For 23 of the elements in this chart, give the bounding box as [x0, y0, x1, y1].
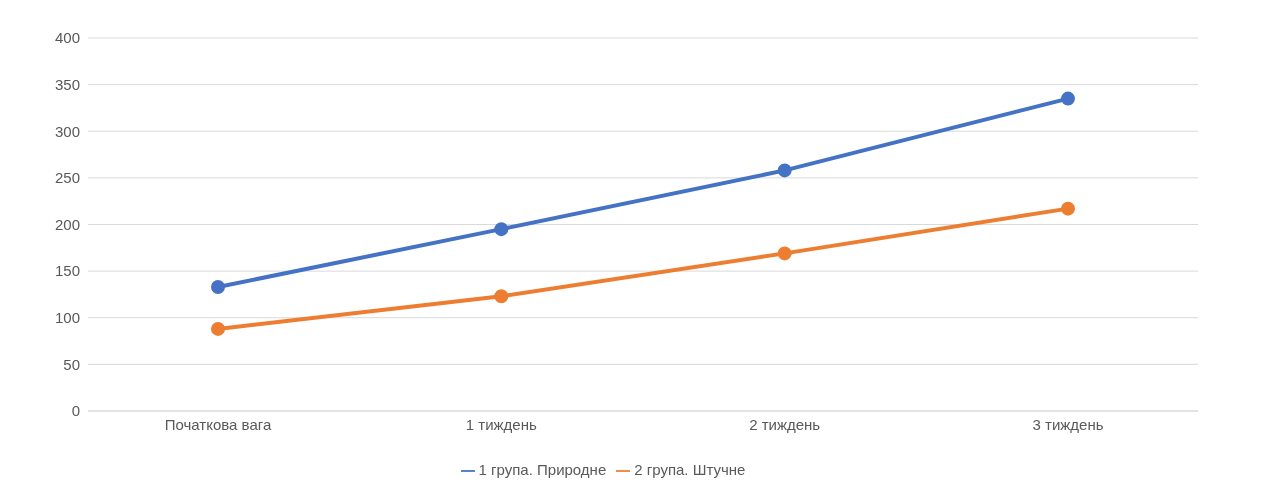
y-tick-label: 50: [63, 355, 80, 373]
y-tick-label: 400: [54, 29, 80, 47]
y-tick-label: 200: [54, 215, 80, 233]
point: [777, 246, 792, 261]
x-tick-label: 1 тиждень: [465, 415, 537, 433]
y-tick-label: 100: [54, 309, 80, 327]
y-tick-label: 350: [54, 75, 80, 93]
legend-label: 2 група. Штучне: [634, 460, 746, 478]
y-tick-label: 300: [54, 122, 80, 140]
y-tick-label: 250: [54, 169, 80, 187]
point: [494, 222, 509, 237]
point: [777, 163, 792, 178]
point: [211, 279, 225, 294]
legend-label: 1 група. Природне: [478, 460, 607, 478]
point: [211, 321, 225, 336]
point: [494, 289, 509, 304]
x-tick-label: 3 тиждень: [1032, 415, 1104, 433]
x-tick-label: 2 тиждень: [749, 415, 821, 433]
x-tick-label: Початкова вага: [164, 415, 272, 433]
point: [1061, 201, 1075, 216]
y-tick-label: 0: [71, 402, 80, 420]
point: [1061, 91, 1075, 106]
y-tick-label: 150: [54, 262, 80, 280]
